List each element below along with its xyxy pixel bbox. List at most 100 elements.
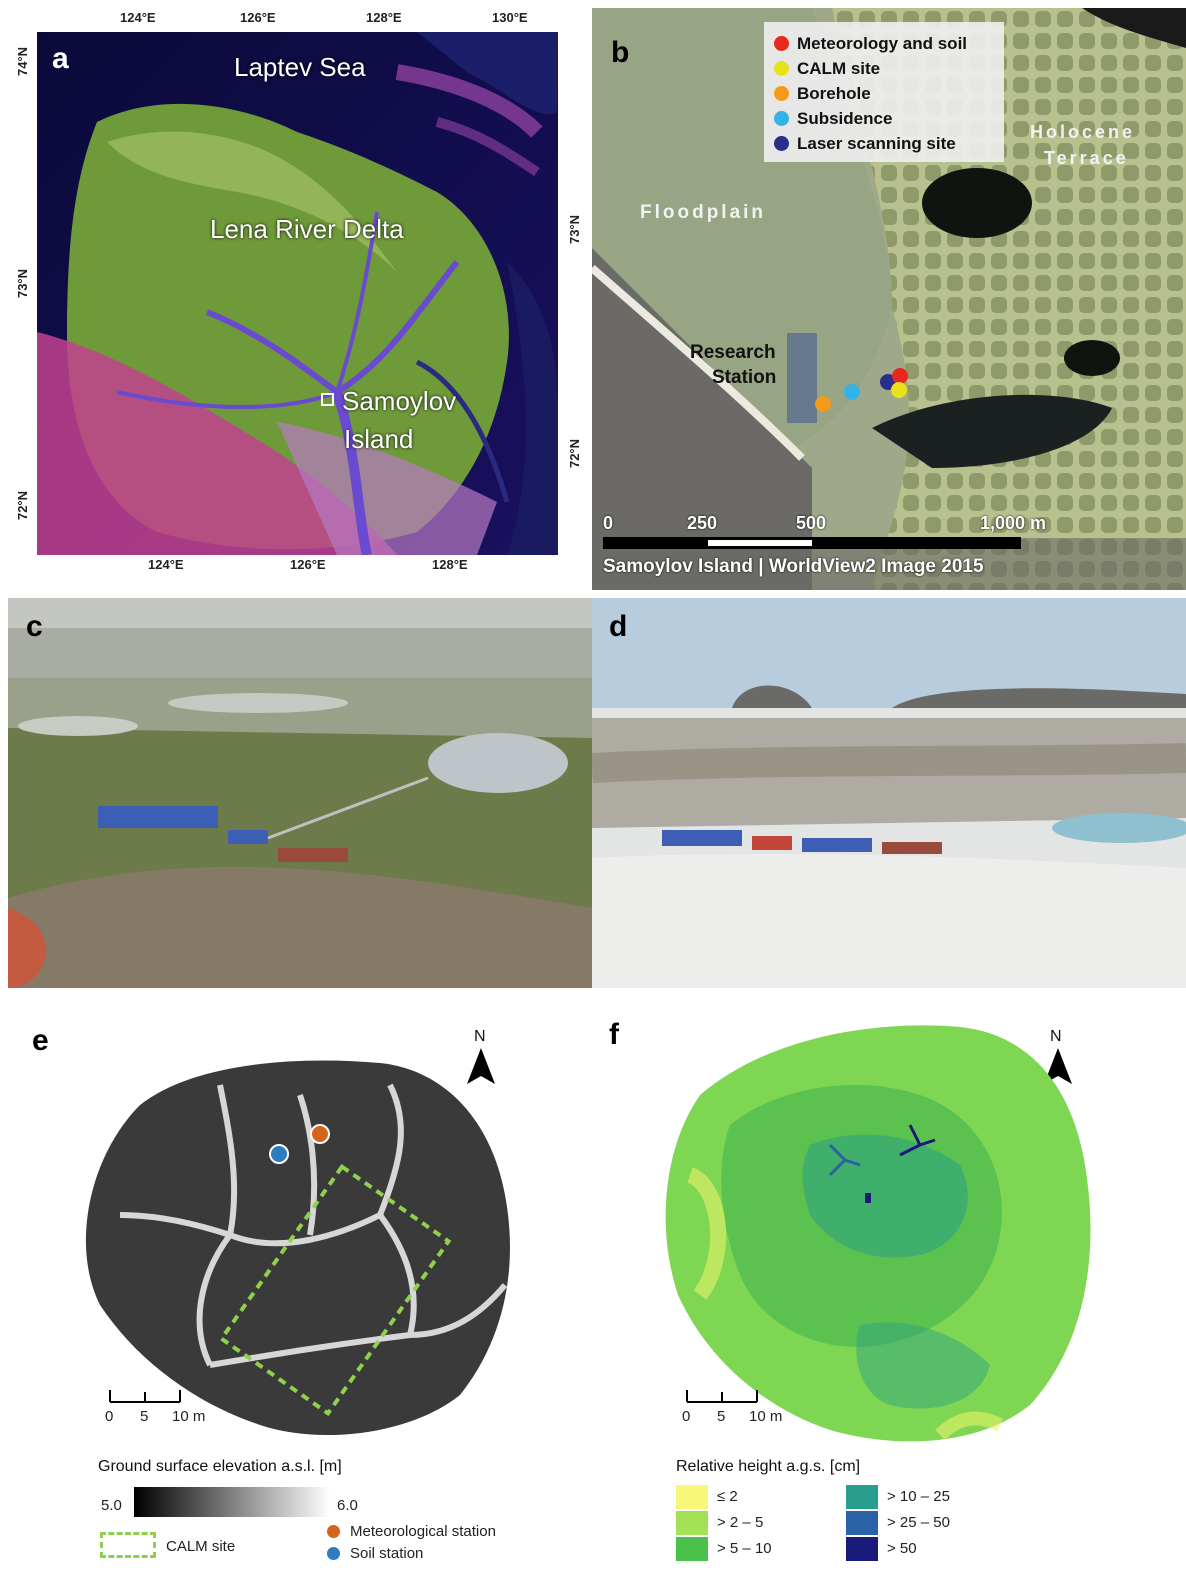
elevation-color-ramp xyxy=(134,1487,330,1517)
meteorology-marker xyxy=(892,368,908,384)
samoylov-label-line1: Samoylov xyxy=(342,386,457,416)
lena-delta-label: Lena River Delta xyxy=(210,214,404,244)
lat-label-72-left: 72°N xyxy=(15,490,31,521)
legend-item-calm: CALM site xyxy=(774,56,1004,81)
lon-label-128-bottom: 128°E xyxy=(432,557,468,572)
satellite-map-lena-delta xyxy=(37,32,558,555)
scale-bar xyxy=(603,537,1021,549)
elevation-hillshade-map xyxy=(85,1060,510,1435)
calm-site-outline xyxy=(218,1163,452,1417)
panel-a-letter: a xyxy=(52,42,69,75)
scale-e-tick-0: 0 xyxy=(105,1408,114,1425)
scale-tick-250: 250 xyxy=(687,513,718,533)
scale-e-tick-5: 5 xyxy=(140,1408,149,1425)
panel-d-letter: d xyxy=(609,610,628,643)
north-arrow-icon-f xyxy=(1044,1048,1072,1084)
site-type-legend: Meteorology and soil CALM site Borehole … xyxy=(764,22,1004,162)
lon-label-124-top: 124°E xyxy=(120,10,156,25)
samoylov-label-line2: Island xyxy=(344,424,414,454)
research-label-line1: Research xyxy=(690,342,776,363)
site-markers xyxy=(815,368,908,412)
legend-item-subsidence: Subsidence xyxy=(774,106,1004,131)
scale-f-tick-0: 0 xyxy=(682,1408,691,1425)
panel-c-letter: c xyxy=(26,610,43,643)
north-arrow-icon-e xyxy=(467,1048,495,1084)
lat-label-72-right: 72°N xyxy=(567,438,583,469)
class-label-le2: ≤ 2 xyxy=(717,1488,738,1505)
aerial-photo-winter xyxy=(592,598,1186,988)
scale-f-tick-5: 5 xyxy=(717,1408,726,1425)
lon-label-130-top: 130°E xyxy=(492,10,528,25)
panel-b-letter: b xyxy=(611,36,630,69)
north-label-e: N xyxy=(474,1028,486,1045)
class-label-gt50: > 50 xyxy=(887,1540,917,1557)
yellow-dot-icon xyxy=(774,61,789,76)
legend-label-subsidence: Subsidence xyxy=(797,108,893,128)
legend-label-calm: CALM site xyxy=(797,58,881,78)
soil-station-label: Soil station xyxy=(350,1545,424,1562)
scale-tick-500: 500 xyxy=(796,513,827,533)
worldview-image-samoylov xyxy=(592,8,1186,590)
scale-tick-0: 0 xyxy=(603,513,614,533)
calm-site-symbol xyxy=(100,1532,156,1558)
calm-site-label: CALM site xyxy=(166,1538,236,1555)
blue-dot-icon xyxy=(327,1547,340,1560)
legend-item-laser: Laser scanning site xyxy=(774,131,1004,156)
station-label-line2: Station xyxy=(712,367,777,388)
north-label-f: N xyxy=(1050,1028,1062,1045)
soil-station-marker xyxy=(269,1144,289,1164)
terrace-label-line2: Terrace xyxy=(1044,148,1129,168)
image-caption: Samoylov Island | WorldView2 Image 2015 xyxy=(603,556,984,577)
lon-label-126-top: 126°E xyxy=(240,10,276,25)
class-label-5-10: > 5 – 10 xyxy=(717,1540,772,1557)
scale-bar-f xyxy=(686,1390,758,1403)
class-swatch-le2 xyxy=(676,1485,708,1509)
lon-label-128-top: 128°E xyxy=(366,10,402,25)
samoylov-location-box xyxy=(321,393,334,406)
lat-label-73-right: 73°N xyxy=(567,214,583,245)
panel-f-letter: f xyxy=(609,1018,619,1051)
class-swatch-5-10 xyxy=(676,1537,708,1561)
red-dot-icon xyxy=(774,36,789,51)
legend-label-meteorology: Meteorology and soil xyxy=(797,33,968,53)
class-swatch-25-50 xyxy=(846,1511,878,1535)
relative-height-legend-title: Relative height a.g.s. [cm] xyxy=(676,1458,861,1475)
legend-item-borehole: Borehole xyxy=(774,81,1004,106)
borehole-marker xyxy=(815,396,831,412)
holocene-label-line1: Holocene xyxy=(1030,122,1136,142)
panel-e-letter: e xyxy=(32,1024,49,1057)
relative-height-map xyxy=(665,1025,1091,1442)
subsidence-marker xyxy=(844,384,860,400)
met-station-label: Meteorological station xyxy=(350,1523,496,1540)
laptev-sea-label: Laptev Sea xyxy=(234,52,366,82)
light-blue-dot-icon xyxy=(774,111,789,126)
lon-label-126-bottom: 126°E xyxy=(290,557,326,572)
ramp-max-label: 6.0 xyxy=(337,1497,358,1514)
scale-f-tick-10: 10 m xyxy=(749,1408,783,1425)
class-label-2-5: > 2 – 5 xyxy=(717,1514,764,1531)
meteorological-station-marker xyxy=(310,1124,330,1144)
dark-blue-dot-icon xyxy=(774,136,789,151)
aerial-photo-summer xyxy=(8,598,592,988)
laser-scanning-marker xyxy=(880,374,896,390)
legend-label-laser: Laser scanning site xyxy=(797,133,956,153)
class-swatch-gt50 xyxy=(846,1537,878,1561)
orange-dot-icon xyxy=(774,86,789,101)
calm-marker xyxy=(891,382,907,398)
class-swatch-2-5 xyxy=(676,1511,708,1535)
scale-e-tick-10: 10 m xyxy=(172,1408,206,1425)
lat-label-73-left: 73°N xyxy=(15,268,31,299)
ramp-min-label: 5.0 xyxy=(101,1497,122,1514)
class-label-10-25: > 10 – 25 xyxy=(887,1488,950,1505)
scale-bar-e xyxy=(109,1390,181,1403)
scale-tick-1000: 1,000 m xyxy=(980,513,1047,533)
legend-label-borehole: Borehole xyxy=(797,83,871,103)
legend-item-meteorology: Meteorology and soil xyxy=(774,31,1004,56)
lat-label-74-left: 74°N xyxy=(15,46,31,77)
floodplain-label: Floodplain xyxy=(640,202,767,223)
class-swatch-10-25 xyxy=(846,1485,878,1509)
class-label-25-50: > 25 – 50 xyxy=(887,1514,950,1531)
orange-dot-icon xyxy=(327,1525,340,1538)
lon-label-124-bottom: 124°E xyxy=(148,557,184,572)
elevation-legend-title: Ground surface elevation a.s.l. [m] xyxy=(98,1458,342,1475)
